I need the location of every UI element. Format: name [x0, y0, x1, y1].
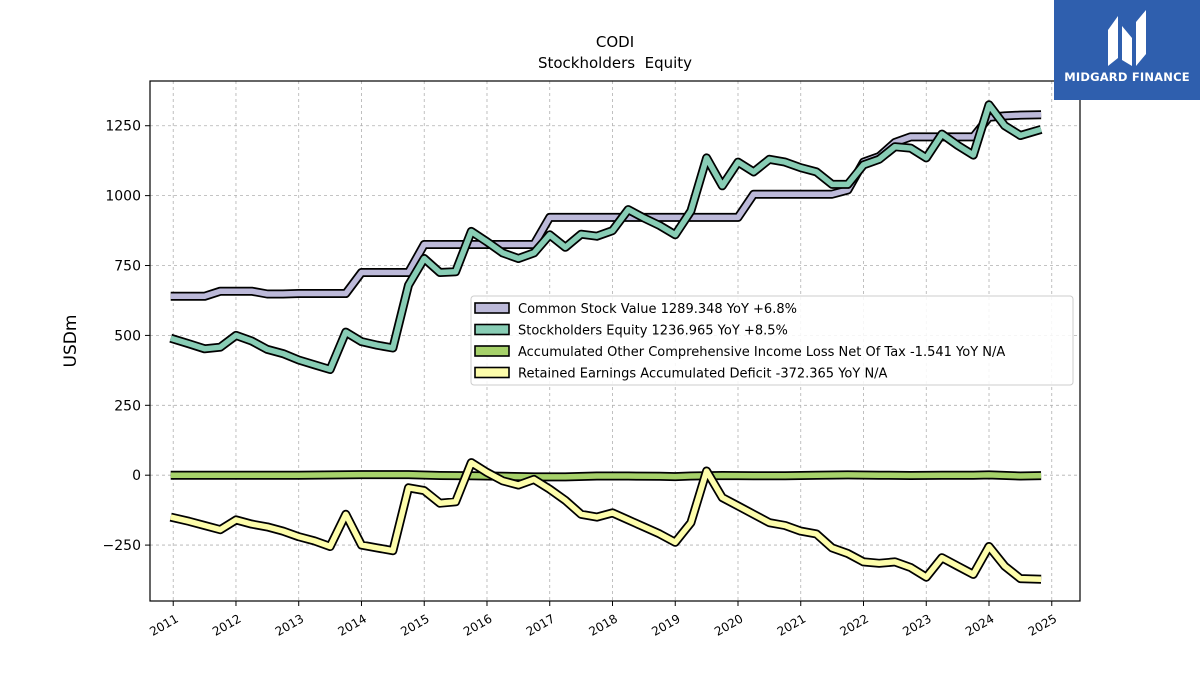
x-tick-label: 2015 [398, 611, 431, 638]
x-axis-ticks: 2011 2012 2013 2014 2015 2016 2017 2018 2019 2020… [147, 601, 1059, 639]
x-tick-label: 2025 [1026, 611, 1059, 638]
brand-mark-icon [1108, 10, 1146, 66]
brand-name: MIDGARD FINANCE [1064, 70, 1190, 84]
x-tick-label: 2024 [963, 611, 996, 638]
series-line-0 [170, 111, 1042, 300]
brand-logo: MIDGARD FINANCE [1054, 0, 1200, 100]
plot-frame [149, 80, 1081, 602]
x-tick-label: 2013 [273, 611, 306, 638]
legend-label: Accumulated Other Comprehensive Income L… [518, 345, 1005, 360]
legend-box [470, 295, 1074, 386]
legend-swatch [474, 366, 510, 379]
legend-label: Retained Earnings Accumulated Deficit -3… [518, 367, 888, 382]
series-line-3 [170, 459, 1042, 583]
y-tick-label: 0 [132, 468, 141, 484]
series-layer [169, 100, 1043, 584]
legend-swatch [474, 323, 510, 336]
x-tick-label: 2019 [649, 611, 682, 638]
x-tick-label: 2012 [210, 611, 243, 638]
chart-subtitle: Stockholders Equity [538, 54, 692, 72]
y-axis-label: USDm [61, 315, 81, 368]
x-tick-label: 2011 [147, 611, 180, 638]
legend-swatch [474, 302, 510, 314]
x-tick-label: 2023 [900, 611, 933, 638]
legend-label: Common Stock Value 1289.348 YoY +6.8% [518, 302, 797, 317]
y-tick-label: 500 [114, 328, 141, 344]
y-tick-label: 750 [114, 259, 141, 275]
legend-swatch [474, 345, 510, 357]
y-tick-label: −250 [103, 538, 141, 554]
chart-title: CODI [596, 33, 634, 51]
legend: Common Stock Value 1289.348 YoY +6.8% Sto… [470, 295, 1074, 386]
series-outline-0 [170, 110, 1042, 301]
x-tick-label: 2017 [524, 611, 557, 638]
series-line-1 [169, 102, 1042, 373]
y-tick-label: 250 [114, 398, 141, 414]
x-tick-label: 2014 [336, 611, 369, 638]
x-tick-label: 2020 [712, 611, 745, 638]
y-axis-ticks: −250 0 250 500 750 1000 1250 [103, 119, 150, 554]
y-tick-label: 1250 [105, 119, 141, 135]
x-tick-label: 2021 [775, 611, 808, 638]
x-tick-label: 2018 [587, 611, 620, 638]
x-tick-label: 2022 [838, 611, 871, 638]
series-line-2 [170, 471, 1042, 480]
legend-label: Stockholders Equity 1236.965 YoY +8.5% [518, 324, 788, 339]
y-tick-label: 1000 [105, 189, 141, 205]
x-tick-label: 2016 [461, 611, 494, 638]
